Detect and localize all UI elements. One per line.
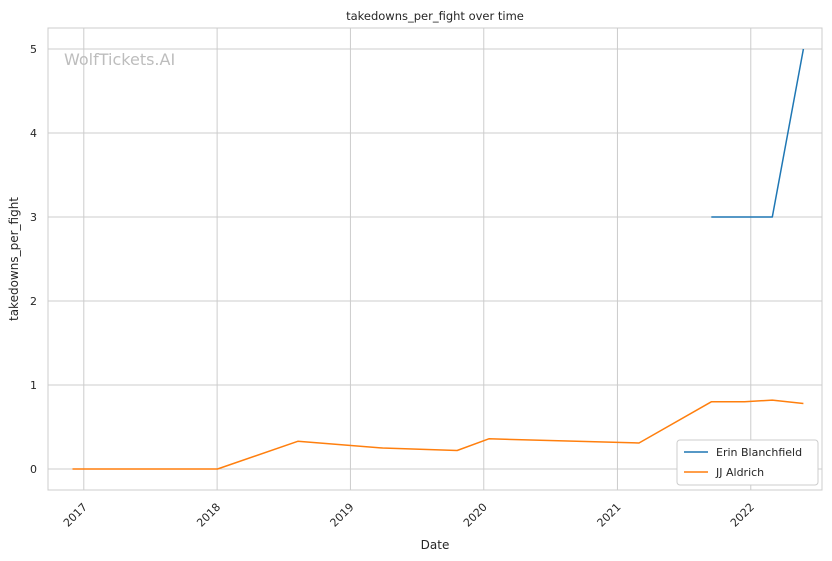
y-tick-label: 0: [30, 463, 37, 476]
legend-label-erin-blanchfield: Erin Blanchfield: [716, 446, 802, 459]
y-tick-label: 2: [30, 295, 37, 308]
legend-label-jj-aldrich: JJ Aldrich: [715, 466, 764, 479]
chart-title: takedowns_per_fight over time: [346, 9, 524, 23]
plot-area-frame: [47, 27, 823, 491]
y-tick-label: 4: [30, 127, 37, 140]
legend: Erin Blanchfield JJ Aldrich: [676, 439, 819, 486]
watermark-text: WolfTickets.AI: [64, 50, 175, 69]
y-tick-label: 3: [30, 211, 37, 224]
series-line-erin-blanchfield: [711, 48, 805, 218]
y-axis-label: takedowns_per_fight: [7, 197, 21, 321]
series-lines: [72, 48, 805, 470]
series-line-jj-aldrich: [72, 399, 804, 470]
y-tick-label: 5: [30, 43, 37, 56]
legend-box: [676, 439, 819, 486]
y-tick-label: 1: [30, 379, 37, 392]
x-axis-label: Date: [421, 538, 450, 552]
